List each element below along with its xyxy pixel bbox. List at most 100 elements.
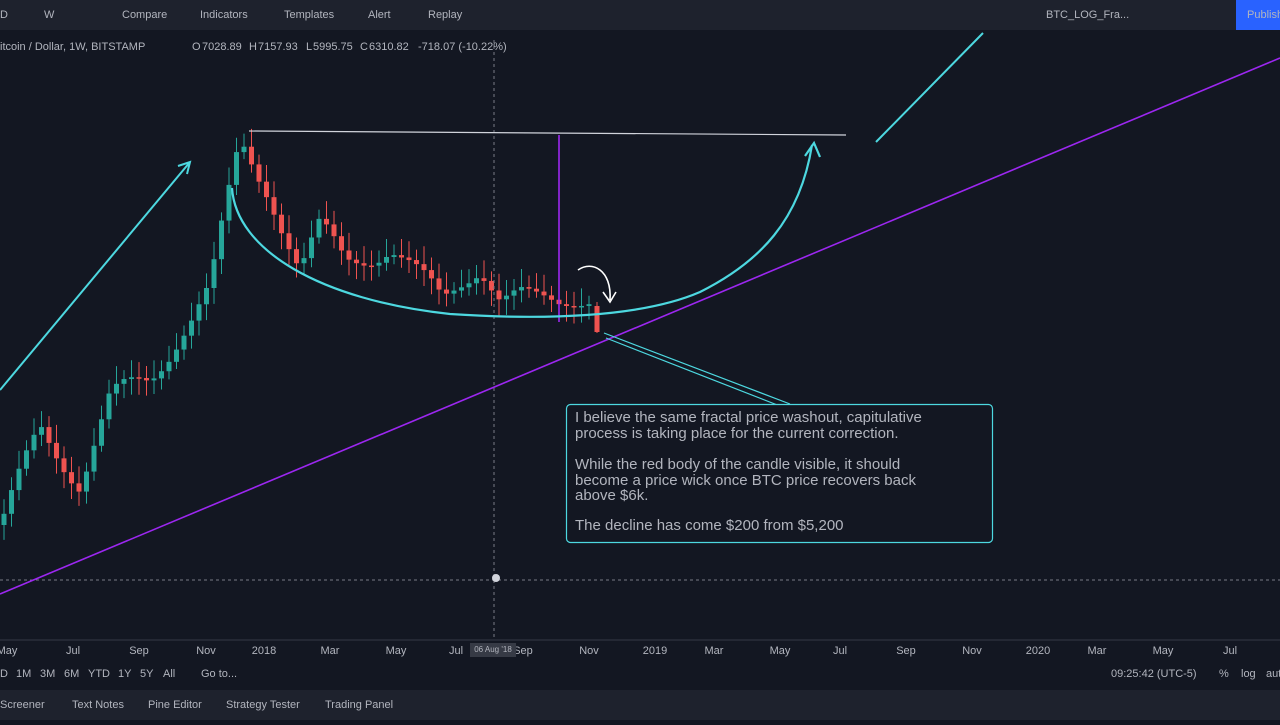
- candle-body: [384, 256, 389, 263]
- candle-body: [219, 220, 224, 260]
- candle-body: [166, 361, 172, 372]
- note-line: process is taking place for the current …: [575, 425, 898, 442]
- cup-curve: [230, 140, 822, 318]
- candle-body: [159, 371, 164, 379]
- candle-body: [294, 249, 299, 264]
- scale-option[interactable]: %: [1219, 668, 1229, 680]
- toolbar-item[interactable]: Alert: [368, 9, 391, 21]
- candles: [1, 128, 600, 540]
- candle-body: [444, 289, 449, 294]
- candle-body: [204, 288, 209, 305]
- time-label: May: [1153, 645, 1174, 657]
- panel-tab[interactable]: Text Notes: [72, 699, 124, 711]
- candle-body: [234, 152, 239, 185]
- toolbar-item[interactable]: Replay: [428, 9, 463, 21]
- candle-body: [489, 280, 494, 291]
- time-label: Jul: [1223, 645, 1237, 657]
- time-label: May: [386, 645, 407, 657]
- symbol: itcoin / Dollar, 1W, BITSTAMP: [0, 41, 145, 53]
- range-item[interactable]: 3M: [40, 668, 55, 680]
- legend-close-label: C: [360, 41, 368, 53]
- candle-body: [534, 288, 539, 292]
- candle-body: [301, 258, 307, 264]
- top-toolbar: [0, 0, 1280, 30]
- layout-name[interactable]: BTC_LOG_Fra...: [1046, 9, 1129, 21]
- panel-tab[interactable]: Strategy Tester: [226, 699, 300, 711]
- candle-body: [31, 434, 37, 451]
- legend-low-label: L: [306, 41, 312, 53]
- bottom-panel: [0, 690, 1280, 720]
- toolbar-item[interactable]: Indicators: [200, 9, 248, 21]
- candle-body: [1, 513, 7, 525]
- candle-body: [429, 270, 434, 279]
- scale-option[interactable]: log: [1241, 668, 1256, 680]
- range-item[interactable]: 5Y: [140, 668, 154, 680]
- arrow: [875, 32, 984, 143]
- panel-tab[interactable]: Screener: [0, 699, 45, 711]
- range-item[interactable]: 1Y: [118, 668, 132, 680]
- candle-body: [279, 214, 284, 234]
- toolbar-item[interactable]: W: [44, 9, 55, 21]
- candle-body: [241, 146, 247, 153]
- callout-line: [603, 332, 791, 409]
- range-item[interactable]: D: [0, 668, 8, 680]
- toolbar-item[interactable]: Compare: [122, 9, 167, 21]
- range-item[interactable]: Go to...: [201, 668, 237, 680]
- note-line: become a price wick once BTC price recov…: [575, 472, 916, 489]
- candle-body: [511, 290, 517, 296]
- time-label: 2020: [1026, 645, 1050, 657]
- publish-button[interactable]: Publish: [1247, 9, 1280, 21]
- toolbar-item[interactable]: D: [0, 9, 8, 21]
- candle-body: [324, 218, 329, 225]
- time-label: Sep: [129, 645, 149, 657]
- candle-body: [376, 262, 382, 266]
- candle-body: [406, 257, 412, 261]
- candle-body: [174, 349, 179, 362]
- candle-body: [526, 287, 532, 289]
- candle-body: [84, 471, 89, 492]
- candle-body: [106, 393, 112, 420]
- candle-body: [114, 383, 119, 394]
- candle-body: [309, 237, 314, 259]
- legend-low: 5995.75: [313, 41, 353, 53]
- time-label: 2018: [252, 645, 276, 657]
- candle-body: [264, 181, 269, 198]
- candle-body: [144, 378, 149, 381]
- candle-body: [549, 295, 554, 300]
- scale-option[interactable]: aut: [1266, 668, 1280, 680]
- candle-body: [346, 250, 352, 260]
- range-bar: [0, 662, 1280, 686]
- range-item[interactable]: 1M: [16, 668, 31, 680]
- toolbar-item[interactable]: Templates: [284, 9, 335, 21]
- panel-tab[interactable]: Trading Panel: [325, 699, 393, 711]
- range-item[interactable]: All: [163, 668, 175, 680]
- candle-body: [181, 335, 187, 350]
- time-label: Jul: [449, 645, 463, 657]
- note-line: The decline has come $200 from $5,200: [575, 517, 844, 534]
- panel-tab[interactable]: Pine Editor: [148, 699, 202, 711]
- time-label: Mar: [321, 645, 340, 657]
- publish-button-bg[interactable]: [1236, 0, 1280, 30]
- candle-body: [339, 236, 344, 251]
- legend-close: 6310.82: [369, 41, 409, 53]
- note-line: While the red body of the candle visible…: [575, 456, 900, 473]
- cursor: [492, 574, 500, 582]
- candle-body: [151, 378, 157, 381]
- legend-open-label: O: [192, 41, 201, 53]
- note-line: above $6k.: [575, 487, 648, 504]
- note-box[interactable]: [565, 403, 994, 544]
- cursor-label-bg: [470, 643, 516, 657]
- candle-body: [99, 419, 104, 446]
- candle-body: [459, 287, 464, 291]
- time-label: May: [770, 645, 791, 657]
- range-item[interactable]: 6M: [64, 668, 79, 680]
- range-item[interactable]: YTD: [88, 668, 110, 680]
- legend-high: 7157.93: [258, 41, 298, 53]
- candle-body: [286, 233, 292, 250]
- candle-body: [271, 197, 277, 215]
- legend-open: 7028.89: [202, 41, 242, 53]
- candle-body: [369, 265, 374, 268]
- candle-body: [39, 427, 44, 435]
